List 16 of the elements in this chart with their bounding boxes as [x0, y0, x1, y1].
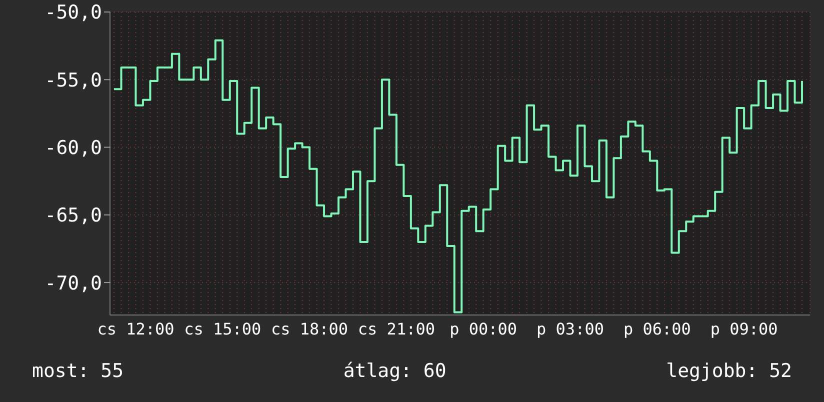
- x-tick-label: p 09:00: [710, 319, 778, 338]
- y-tick-label: -55,0: [44, 69, 102, 92]
- x-tick-label: p 03:00: [536, 319, 604, 338]
- y-tick-label: -60,0: [44, 137, 102, 160]
- x-tick-label: cs 18:00: [271, 319, 348, 338]
- x-tick-label: cs 15:00: [184, 319, 262, 338]
- text: átlag: 60: [343, 360, 446, 382]
- y-tick-label: -50,0: [44, 2, 102, 24]
- text: most: 55: [32, 360, 124, 382]
- x-tick-label: p 06:00: [623, 319, 691, 338]
- text: legjobb: 52: [666, 360, 792, 382]
- x-tick-label: p 00:00: [450, 319, 518, 338]
- x-tick-label: cs 12:00: [97, 319, 174, 338]
- x-tick-label: cs 21:00: [358, 319, 435, 338]
- y-tick-label: -70,0: [44, 272, 102, 294]
- y-tick-label: -65,0: [44, 204, 102, 227]
